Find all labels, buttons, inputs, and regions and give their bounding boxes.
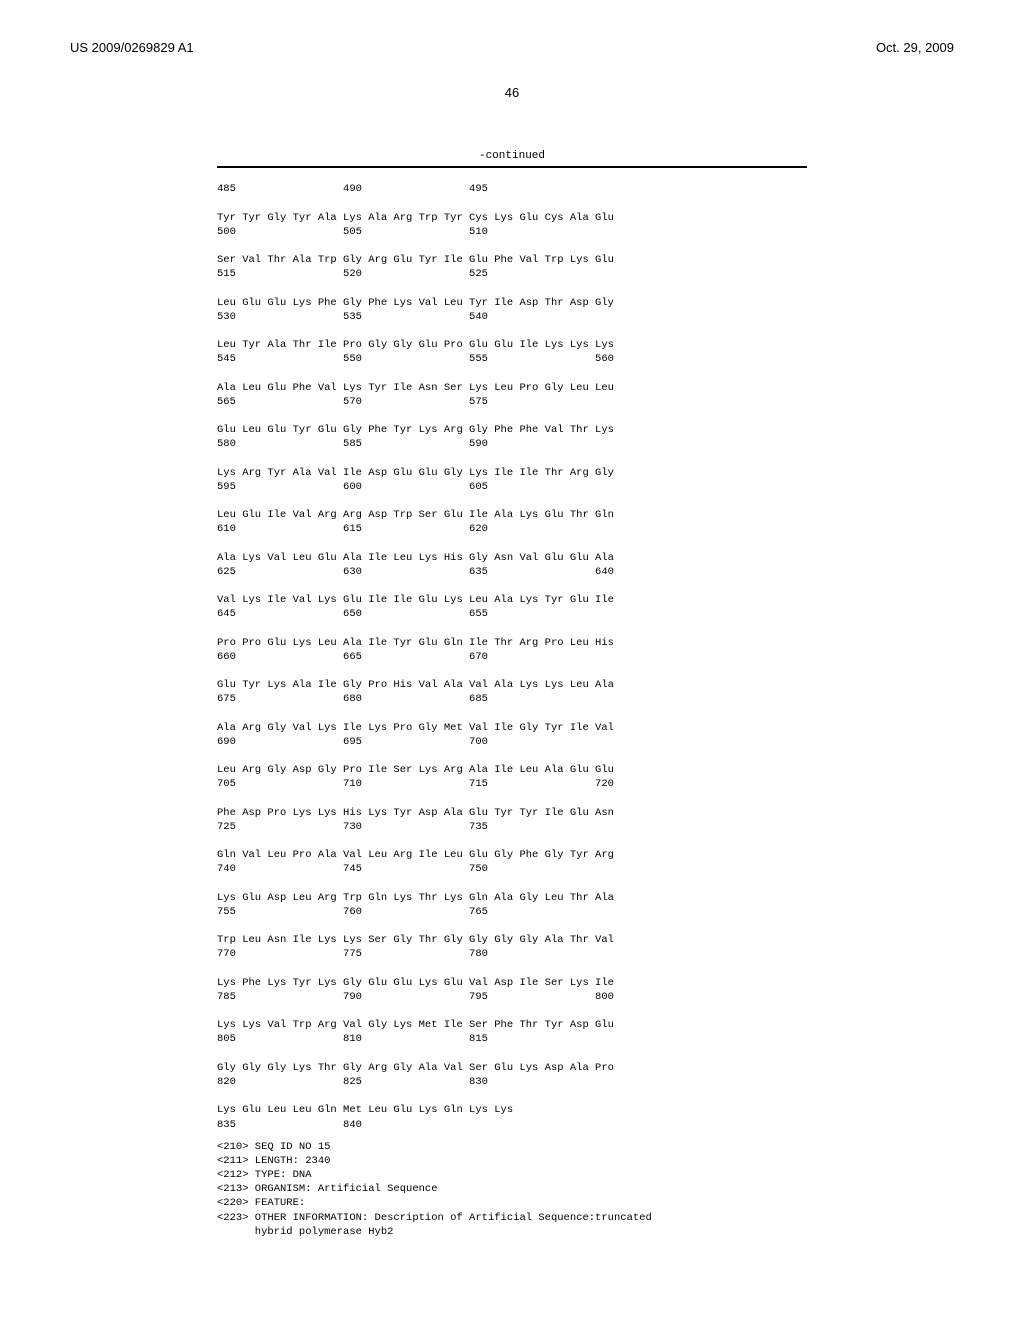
doc-date: Oct. 29, 2009 <box>876 40 954 55</box>
page-container: US 2009/0269829 A1 Oct. 29, 2009 46 -con… <box>0 0 1024 1269</box>
sequence-listing: 485 490 495 Tyr Tyr Gly Tyr Ala Lys Ala … <box>217 166 807 1132</box>
doc-id: US 2009/0269829 A1 <box>70 40 194 55</box>
page-header: US 2009/0269829 A1 Oct. 29, 2009 <box>70 40 954 55</box>
sequence-metadata: <210> SEQ ID NO 15 <211> LENGTH: 2340 <2… <box>217 1132 807 1239</box>
page-number: 46 <box>70 85 954 100</box>
continued-label: -continued <box>70 150 954 162</box>
